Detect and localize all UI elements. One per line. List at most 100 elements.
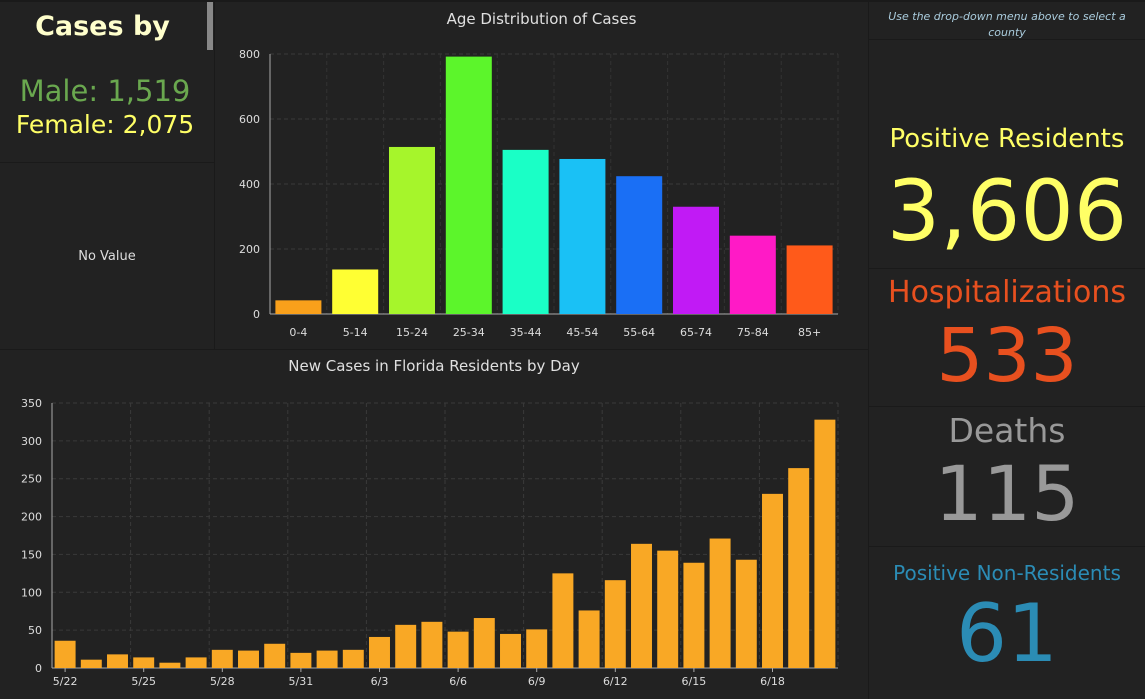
y-tick-label: 100	[21, 586, 42, 599]
x-tick-label: 85+	[798, 326, 821, 339]
instructions-text: Use the drop-down menu above to select a…	[888, 10, 1126, 39]
age-distribution-panel: Age Distribution of Cases 0 200 400 600 800 0…	[215, 2, 868, 349]
x-tick-label: 5/25	[131, 675, 156, 688]
bar-0-4	[275, 300, 322, 314]
y-tick-label: 800	[239, 48, 260, 61]
y-tick-label: 0	[35, 662, 42, 675]
instructions-panel: Use the drop-down menu above to select a…	[869, 2, 1145, 39]
daily-cases-chart: 0 50 100 150 200 250 300 350 5/22 5/25 5/28 5/31 6/3…	[21, 397, 839, 688]
y-tick-label: 350	[21, 397, 42, 410]
bar-6/6	[447, 631, 469, 668]
no-value-panel: No Value	[0, 163, 214, 349]
hospitalizations-label: Hospitalizations	[888, 275, 1126, 310]
x-tick-label: 0-4	[289, 326, 307, 339]
x-tick-label: 5/31	[289, 675, 314, 688]
bar-5/25	[133, 657, 155, 668]
x-tick-label: 35-44	[510, 326, 542, 339]
x-tick-label: 25-34	[453, 326, 485, 339]
bar-65-74	[672, 206, 720, 314]
x-tick-label: 6/18	[760, 675, 785, 688]
x-tick-label: 6/6	[449, 675, 467, 688]
age-distribution-chart: 0 200 400 600 800 0-4 5-14 15-24 25-34 35-44 45-54…	[239, 48, 839, 339]
y-tick-label: 150	[21, 548, 42, 561]
bar-85+	[786, 245, 833, 314]
bar-6/12	[604, 580, 626, 668]
y-tick-label: 250	[21, 473, 42, 486]
bar-6/15	[683, 562, 705, 668]
x-tick-label: 6/9	[528, 675, 546, 688]
positive-residents-value: 3,606	[886, 162, 1128, 260]
gender-title: Cases by Gender	[35, 11, 170, 50]
bar-6/7	[473, 618, 495, 668]
bar-6/11	[578, 610, 600, 668]
y-tick-label: 400	[239, 178, 260, 191]
male-count: Male: 1,519	[19, 74, 191, 108]
bar-55-64	[616, 176, 663, 314]
bar-6/16	[709, 538, 731, 668]
y-tick-label: 0	[253, 308, 260, 321]
positive-residents-card: Positive Residents 3,606	[869, 40, 1145, 268]
bar-6/20	[814, 419, 836, 668]
gender-title-viewport[interactable]: Cases by Gender	[0, 2, 205, 50]
y-tick-label: 600	[239, 113, 260, 126]
bar-6/8	[500, 633, 521, 668]
bar-6/2	[342, 649, 364, 668]
female-count: Female: 2,075	[15, 110, 195, 139]
y-tick-label: 50	[28, 624, 42, 637]
positive-non-residents-card: Positive Non-Residents 61	[869, 547, 1145, 699]
positive-non-residents-label: Positive Non-Residents	[893, 561, 1121, 585]
bar-75-84	[729, 235, 776, 314]
bar-25-34	[445, 56, 492, 314]
bar-5/30	[264, 643, 286, 668]
bar-15-24	[388, 146, 436, 314]
positive-non-residents-value: 61	[956, 587, 1058, 680]
y-tick-label: 200	[239, 243, 260, 256]
daily-chart-title: New Cases in Florida Residents by Day	[288, 357, 580, 375]
bar-6/17	[735, 559, 757, 668]
x-tick-label: 6/12	[603, 675, 628, 688]
x-tick-label: 75-84	[737, 326, 769, 339]
bar-6/4	[395, 624, 417, 668]
y-tick-label: 300	[21, 435, 42, 448]
bar-6/1	[316, 650, 338, 668]
deaths-card: Deaths 115	[869, 407, 1145, 546]
bar-6/3	[369, 636, 390, 668]
bar-5/31	[290, 652, 312, 668]
bar-5/29	[238, 650, 259, 668]
x-tick-label: 15-24	[396, 326, 428, 339]
bar-6/9	[526, 629, 548, 668]
bar-6/14	[657, 550, 679, 668]
y-tick-label: 200	[21, 511, 42, 524]
no-value-text: No Value	[78, 249, 136, 264]
bar-6/19	[788, 468, 810, 668]
x-tick-label: 45-54	[566, 326, 598, 339]
bar-5/22	[54, 640, 76, 668]
bar-6/13	[631, 543, 652, 668]
x-tick-label: 65-74	[680, 326, 712, 339]
x-tick-label: 6/15	[682, 675, 707, 688]
x-tick-label: 5/22	[53, 675, 78, 688]
bar-5/27	[185, 657, 207, 668]
bar-35-44	[502, 149, 549, 314]
bar-6/18	[762, 493, 783, 668]
bar-5/28	[211, 649, 233, 668]
bar-6/5	[421, 621, 443, 668]
hospitalizations-value: 533	[936, 313, 1078, 399]
x-tick-label: 5/28	[210, 675, 235, 688]
bar-45-54	[559, 158, 606, 314]
bar-5-14	[332, 269, 379, 314]
hospitalizations-card: Hospitalizations 533	[869, 269, 1145, 406]
bar-5/24	[107, 654, 128, 668]
bar-5/23	[80, 659, 102, 668]
gender-scrollbar[interactable]	[207, 2, 213, 50]
x-tick-label: 5-14	[343, 326, 368, 339]
gender-scrollbar-thumb[interactable]	[207, 2, 213, 50]
deaths-value: 115	[934, 449, 1080, 538]
gender-panel: Cases by Gender Male: 1,519 Female: 2,07…	[0, 2, 214, 162]
x-tick-label: 55-64	[623, 326, 655, 339]
positive-residents-label: Positive Residents	[889, 124, 1125, 154]
age-chart-title: Age Distribution of Cases	[446, 10, 637, 28]
deaths-label: Deaths	[948, 411, 1066, 450]
x-tick-label: 6/3	[371, 675, 389, 688]
